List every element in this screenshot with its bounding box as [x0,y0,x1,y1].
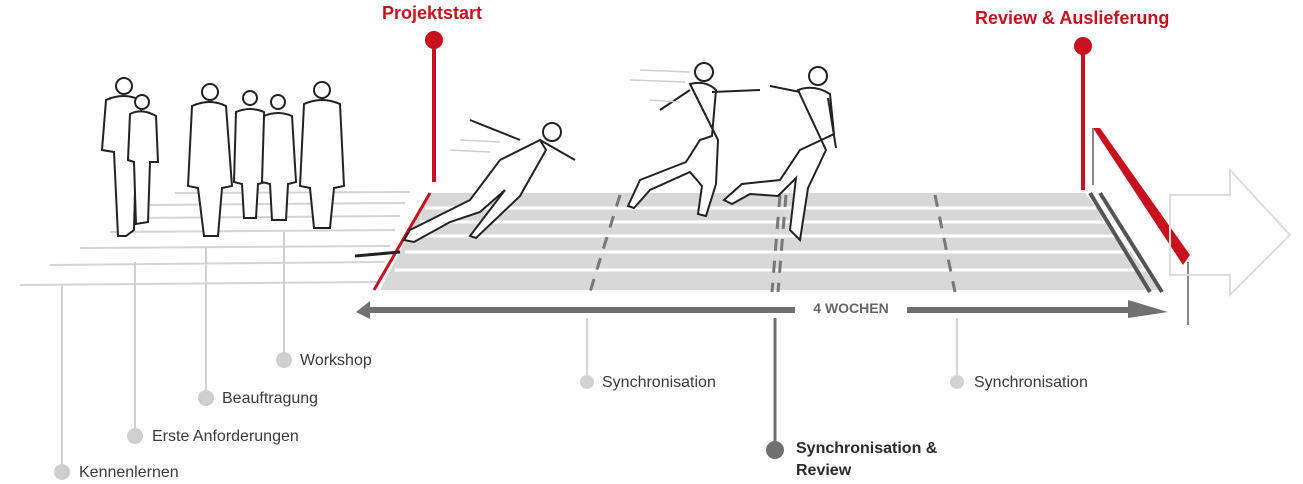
person-icon [126,94,160,226]
race-track [380,193,1160,290]
person-icon [298,81,346,229]
runner-baton-icon [626,62,761,218]
person-icon [260,94,298,221]
phase-label-kennenlernen: Kennenlernen [79,464,179,481]
milestone-start-label: Projektstart [382,3,483,23]
phase-label-beauftragung: Beauftragung [222,390,319,407]
start-line [372,192,432,291]
start-pin [425,31,443,182]
sync-label-2: Synchronisation [974,374,1088,391]
sync-review-line2: Review [796,462,852,479]
sync-markers [580,318,964,459]
milestone-end-label: Review & Auslieferung [975,8,1170,28]
speed-lines [449,69,691,153]
person-icon [232,90,268,219]
runner-receiver-icon [722,66,837,243]
end-pin [1074,37,1092,190]
track-lanes [395,206,1145,272]
person-icon [186,83,234,237]
sync-review-line1: Synchronisation & [796,440,938,457]
duration-arrow [356,298,1168,319]
sync-review-label: Synchronisation & Review [796,438,937,482]
people-group-icon [100,77,346,237]
finish-lines [1088,191,1164,294]
phase-markers [54,232,292,480]
sync-label-1: Synchronisation [602,374,716,391]
sprinter-start-icon [354,119,576,258]
phase-label-workshop: Workshop [300,352,372,369]
finish-tape [1092,128,1190,325]
week-separators [588,194,957,293]
phase-label-anforderungen: Erste Anforderungen [152,428,299,445]
duration-label: 4 WOCHEN [813,300,888,316]
background-arrow [1169,167,1292,298]
